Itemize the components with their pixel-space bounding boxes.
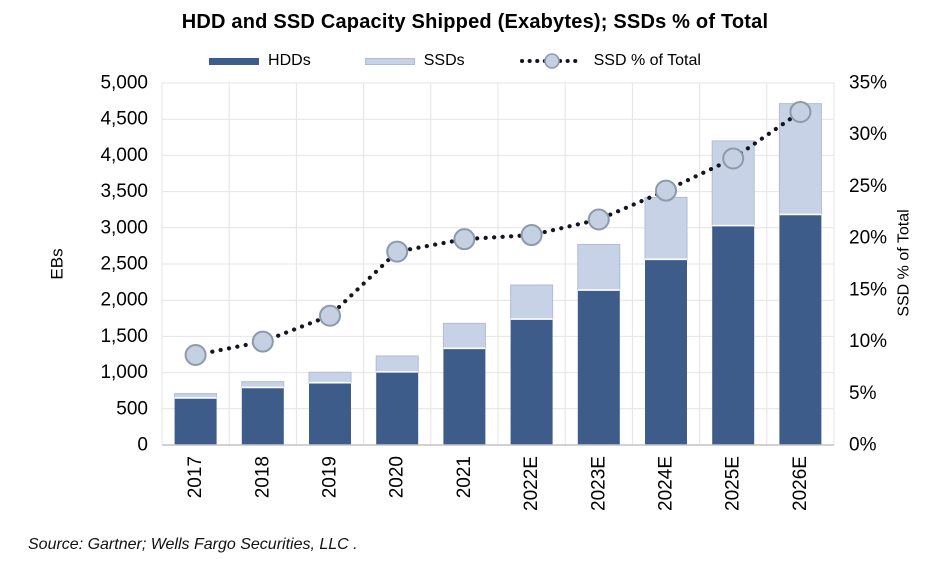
bar-ssd-2022E bbox=[510, 284, 554, 320]
x-tick-label-2026E: 2026E bbox=[790, 456, 811, 511]
legend-item-pct: SSD % of Total bbox=[519, 52, 701, 70]
bar-hdd-2021 bbox=[443, 348, 486, 445]
right-axis-title: SSD % of Total bbox=[896, 209, 913, 316]
legend: HDDs SSDs SSD % of Total bbox=[0, 52, 950, 70]
bar-ssd-2025E bbox=[711, 140, 755, 227]
hdd-swatch-icon bbox=[209, 57, 260, 65]
y-left-tick-label: 500 bbox=[116, 398, 148, 419]
y-right-tick-label: 10% bbox=[849, 331, 887, 352]
bar-hdd-2018 bbox=[241, 387, 284, 445]
y-left-tick-label: 3,500 bbox=[100, 181, 148, 202]
x-tick-label-2021: 2021 bbox=[454, 456, 475, 498]
x-tick-label-2024E: 2024E bbox=[656, 456, 677, 511]
y-right-tick-label: 20% bbox=[849, 228, 887, 249]
x-tick-label-2025E: 2025E bbox=[723, 456, 744, 511]
y-right-tick-label: 35% bbox=[849, 73, 887, 94]
x-tick-label-2018: 2018 bbox=[252, 456, 273, 498]
pct-marker-2021 bbox=[453, 228, 476, 251]
pct-marker-2023E bbox=[587, 208, 610, 231]
y-left-tick-label: 1,500 bbox=[100, 326, 148, 347]
y-left-tick-label: 1,000 bbox=[100, 362, 148, 383]
bar-hdd-2023E bbox=[577, 290, 620, 445]
legend-item-ssds: SSDs bbox=[364, 52, 465, 70]
x-tick-label-2020: 2020 bbox=[387, 456, 408, 498]
pct-marker-2019 bbox=[319, 304, 341, 327]
bar-ssd-2024E bbox=[644, 196, 688, 260]
legend-item-hdds: HDDs bbox=[209, 52, 311, 70]
y-right-tick-label: 0% bbox=[849, 435, 877, 456]
bar-hdd-2026E bbox=[779, 214, 822, 445]
bar-hdd-2017 bbox=[174, 397, 217, 445]
ssd-swatch-icon bbox=[364, 57, 415, 65]
legend-label-pct: SSD % of Total bbox=[593, 52, 701, 69]
pct-marker-2018 bbox=[251, 330, 274, 353]
y-left-tick-label: 0 bbox=[137, 435, 148, 456]
x-tick-label-2019: 2019 bbox=[320, 456, 341, 498]
bar-hdd-2025E bbox=[712, 225, 755, 445]
y-left-tick-label: 4,000 bbox=[100, 145, 148, 166]
y-left-tick-label: 2,500 bbox=[100, 254, 148, 275]
x-tick-label-2023E: 2023E bbox=[588, 456, 609, 511]
y-right-tick-label: 5% bbox=[849, 383, 877, 404]
pct-marker-2026E bbox=[789, 100, 812, 123]
source-note: Source: Gartner; Wells Fargo Securities,… bbox=[28, 536, 358, 553]
pct-marker-2017 bbox=[184, 344, 207, 367]
y-right-tick-label: 25% bbox=[849, 176, 887, 197]
pct-marker-2024E bbox=[655, 179, 677, 202]
legend-label-hdds: HDDs bbox=[268, 52, 311, 69]
dotted-line-swatch-icon bbox=[519, 53, 584, 69]
pct-marker-2025E bbox=[722, 147, 745, 170]
pct-marker-2020 bbox=[386, 240, 409, 263]
bar-hdd-2024E bbox=[645, 259, 687, 445]
legend-label-ssds: SSDs bbox=[423, 52, 465, 69]
chart-title: HDD and SSD Capacity Shipped (Exabytes);… bbox=[181, 11, 769, 33]
y-left-tick-label: 4,500 bbox=[100, 109, 148, 130]
bar-hdd-2019 bbox=[309, 382, 351, 445]
bar-ssd-2019 bbox=[308, 371, 352, 384]
bar-hdd-2022E bbox=[510, 319, 553, 445]
y-left-tick-label: 5,000 bbox=[100, 73, 148, 94]
bar-ssd-2020 bbox=[375, 355, 419, 373]
y-right-tick-label: 15% bbox=[849, 279, 887, 300]
y-left-tick-label: 2,000 bbox=[100, 290, 148, 311]
y-left-tick-label: 3,000 bbox=[100, 217, 148, 238]
x-tick-label-2022E: 2022E bbox=[521, 456, 542, 511]
bar-hdd-2020 bbox=[376, 371, 419, 445]
left-axis-title: EBs bbox=[48, 248, 67, 279]
y-right-tick-label: 30% bbox=[849, 124, 887, 145]
bar-ssd-2021 bbox=[442, 322, 486, 349]
bar-ssd-2018 bbox=[241, 381, 285, 388]
bar-ssd-2023E bbox=[577, 243, 621, 291]
x-tick-label-2017: 2017 bbox=[185, 456, 206, 498]
pct-marker-2022E bbox=[520, 224, 543, 247]
